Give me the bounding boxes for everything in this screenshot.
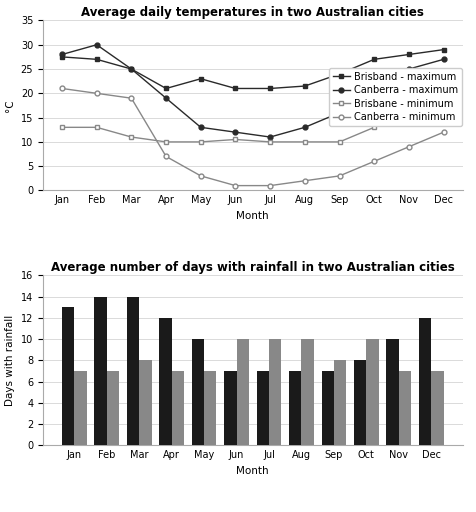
Canberra - minimum (371, 158, 377, 164)
Brisband - maximum (267, 86, 272, 92)
Canberra - minimum (128, 95, 134, 101)
X-axis label: Month: Month (236, 466, 268, 476)
Bar (256, 371, 268, 445)
Line: Canberra - maximum: Canberra - maximum (60, 42, 445, 139)
Brisband - maximum (405, 51, 411, 57)
Canberra - maximum (301, 124, 307, 131)
Bar (236, 339, 248, 445)
Line: Brisbane - minimum: Brisbane - minimum (60, 110, 445, 144)
Brisbane - minimum (371, 124, 377, 131)
Brisbane - minimum (198, 139, 203, 145)
Bar (321, 371, 333, 445)
Canberra - minimum (440, 129, 446, 135)
Bar (333, 360, 346, 445)
Bar (159, 318, 171, 445)
Y-axis label: °C: °C (5, 99, 15, 112)
Legend: Brisband - maximum, Canberra - maximum, Brisbane - minimum, Canberra - minimum: Brisband - maximum, Canberra - maximum, … (328, 68, 461, 126)
Canberra - minimum (301, 178, 307, 184)
Canberra - maximum (267, 134, 272, 140)
Bar (204, 371, 216, 445)
Brisbane - minimum (267, 139, 272, 145)
Brisbane - minimum (232, 136, 238, 142)
Bar (288, 371, 301, 445)
Canberra - maximum (440, 56, 446, 62)
Canberra - maximum (59, 51, 65, 57)
Canberra - minimum (198, 173, 203, 179)
Brisband - maximum (59, 54, 65, 60)
Bar (171, 371, 184, 445)
Brisband - maximum (232, 86, 238, 92)
Canberra - maximum (371, 90, 377, 96)
Title: Average daily temperatures in two Australian cities: Average daily temperatures in two Austra… (81, 6, 423, 19)
Bar (353, 360, 366, 445)
Brisband - maximum (94, 56, 99, 62)
Bar (94, 296, 107, 445)
Bar (224, 371, 236, 445)
Brisband - maximum (440, 47, 446, 53)
Bar (62, 307, 74, 445)
Brisbane - minimum (440, 110, 446, 116)
Canberra - maximum (94, 41, 99, 48)
Bar (139, 360, 151, 445)
Canberra - maximum (128, 66, 134, 72)
Title: Average number of days with rainfall in two Australian cities: Average number of days with rainfall in … (51, 261, 454, 274)
Line: Brisband - maximum: Brisband - maximum (60, 47, 445, 91)
Y-axis label: Days with rainfall: Days with rainfall (5, 315, 15, 406)
Brisband - maximum (371, 56, 377, 62)
Bar (74, 371, 87, 445)
Canberra - maximum (232, 129, 238, 135)
Brisband - maximum (301, 83, 307, 89)
Bar (301, 339, 313, 445)
Canberra - minimum (336, 173, 342, 179)
Bar (398, 371, 410, 445)
Brisbane - minimum (128, 134, 134, 140)
Brisband - maximum (128, 66, 134, 72)
Bar (268, 339, 281, 445)
Canberra - maximum (405, 66, 411, 72)
Bar (366, 339, 378, 445)
Brisband - maximum (163, 86, 169, 92)
Brisbane - minimum (405, 110, 411, 116)
Brisband - maximum (336, 71, 342, 77)
Brisbane - minimum (94, 124, 99, 131)
Canberra - minimum (59, 86, 65, 92)
Brisband - maximum (198, 76, 203, 82)
Canberra - maximum (336, 110, 342, 116)
Line: Canberra - minimum: Canberra - minimum (60, 86, 445, 188)
Canberra - minimum (405, 144, 411, 150)
Bar (430, 371, 443, 445)
Brisbane - minimum (301, 139, 307, 145)
Legend: Brisbane, Canberra: Brisbane, Canberra (185, 511, 319, 512)
Brisbane - minimum (59, 124, 65, 131)
Bar (127, 296, 139, 445)
Canberra - minimum (267, 183, 272, 189)
Canberra - maximum (163, 95, 169, 101)
Canberra - minimum (232, 183, 238, 189)
Brisbane - minimum (336, 139, 342, 145)
Bar (386, 339, 398, 445)
Bar (191, 339, 204, 445)
Canberra - minimum (163, 154, 169, 160)
X-axis label: Month: Month (236, 211, 268, 221)
Brisbane - minimum (163, 139, 169, 145)
Canberra - minimum (94, 90, 99, 96)
Canberra - maximum (198, 124, 203, 131)
Bar (418, 318, 430, 445)
Bar (107, 371, 119, 445)
